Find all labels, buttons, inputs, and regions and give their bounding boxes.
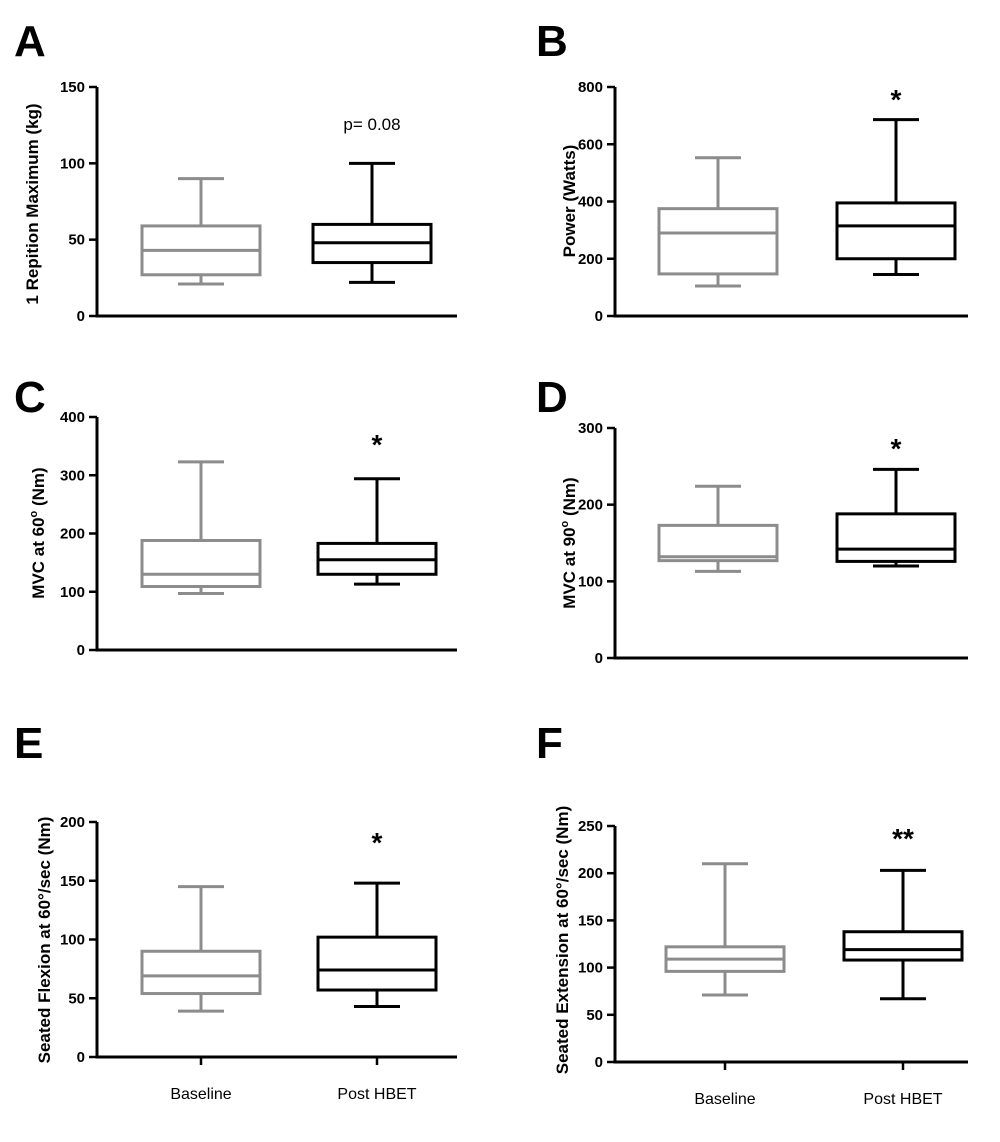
y-tick-label: 100 xyxy=(60,155,85,172)
iqr-box xyxy=(657,207,779,276)
y-tick-label: 250 xyxy=(578,818,603,835)
y-tick-label: 0 xyxy=(77,1049,85,1066)
y-tick-label: 100 xyxy=(60,584,85,601)
panel-label: A xyxy=(14,17,46,66)
y-tick-label: 800 xyxy=(578,79,603,96)
y-tick-label: 0 xyxy=(77,642,85,659)
y-tick-label: 100 xyxy=(578,573,603,590)
panel-C: C 0 100 200 300 400 MVC at 60o (Nm) * xyxy=(14,373,457,659)
iqr-box xyxy=(140,949,262,996)
baseline-box xyxy=(140,460,262,595)
y-tick-label: 600 xyxy=(578,136,603,153)
x-tick-label: Post HBET xyxy=(863,1091,942,1108)
x-tick-label: Baseline xyxy=(170,1086,231,1103)
panel-E: E 0 50 100 150 200 Seated Flexion at 60°/sec (… xyxy=(14,719,457,1103)
y-axis-label: Power (Watts) xyxy=(560,145,579,258)
y-tick-label: 150 xyxy=(60,79,85,96)
panel-A: A 0 50 100 150 1 Repition Maximum (kg) p= 0.08 xyxy=(14,17,457,325)
x-tick-label: Post HBET xyxy=(337,1086,416,1103)
panel-label: C xyxy=(14,373,46,422)
iqr-box xyxy=(842,930,964,962)
y-tick-label: 200 xyxy=(578,865,603,882)
panel-F: F 0 50 100 150 200 250 Seated Extension at 60°/… xyxy=(536,719,968,1108)
iqr-box xyxy=(657,523,779,563)
post-hbet-box xyxy=(835,467,957,568)
iqr-box xyxy=(140,538,262,589)
post-hbet-box xyxy=(316,477,438,586)
post-hbet-box xyxy=(835,118,957,276)
y-tick-label: 400 xyxy=(578,194,603,211)
y-axis-label: 1 Repition Maximum (kg) xyxy=(23,103,42,304)
panel-label: D xyxy=(536,373,568,422)
baseline-box xyxy=(657,484,779,573)
panel-label: F xyxy=(536,719,563,768)
y-tick-label: 200 xyxy=(578,497,603,514)
baseline-box xyxy=(657,156,779,288)
significance-marker: * xyxy=(891,433,902,464)
y-tick-label: 0 xyxy=(595,1054,603,1071)
baseline-box xyxy=(140,177,262,286)
p-value-annotation: p= 0.08 xyxy=(343,115,400,134)
post-hbet-box xyxy=(842,868,964,1001)
panel-label: E xyxy=(14,719,43,768)
iqr-box xyxy=(316,935,438,992)
y-tick-label: 0 xyxy=(595,308,603,325)
baseline-box xyxy=(664,862,786,997)
y-tick-label: 300 xyxy=(578,420,603,437)
y-tick-label: 200 xyxy=(60,526,85,543)
y-tick-label: 100 xyxy=(578,960,603,977)
y-tick-label: 150 xyxy=(60,873,85,890)
y-tick-label: 200 xyxy=(60,814,85,831)
y-tick-label: 150 xyxy=(578,912,603,929)
post-hbet-box xyxy=(311,161,433,284)
significance-marker: * xyxy=(372,827,383,858)
x-tick-label: Baseline xyxy=(694,1091,755,1108)
y-tick-label: 400 xyxy=(60,409,85,426)
baseline-box xyxy=(140,885,262,1013)
y-axis-label: Seated Extension at 60°/sec (Nm) xyxy=(553,806,572,1075)
iqr-box xyxy=(835,201,957,261)
panel-D: D 0 100 200 300 MVC at 90o (Nm) * xyxy=(536,373,968,667)
y-tick-label: 0 xyxy=(77,308,85,325)
y-axis-label: Seated Flexion at 60°/sec (Nm) xyxy=(35,817,54,1064)
y-tick-label: 300 xyxy=(60,467,85,484)
y-tick-label: 50 xyxy=(68,990,85,1007)
significance-marker: ** xyxy=(892,823,914,854)
y-tick-label: 50 xyxy=(68,232,85,249)
post-hbet-box xyxy=(316,881,438,1008)
y-tick-label: 0 xyxy=(595,650,603,667)
iqr-box xyxy=(835,512,957,563)
y-axis-label: MVC at 60o (Nm) xyxy=(28,467,48,598)
y-axis-label: MVC at 90o (Nm) xyxy=(559,477,579,608)
y-tick-label: 50 xyxy=(586,1007,603,1024)
panel-label: B xyxy=(536,17,568,66)
significance-marker: * xyxy=(372,429,383,460)
y-tick-label: 200 xyxy=(578,251,603,268)
y-tick-label: 100 xyxy=(60,932,85,949)
significance-marker: * xyxy=(891,84,902,115)
panel-B: B 0 200 400 600 800 Power (Watts) * xyxy=(536,17,968,325)
